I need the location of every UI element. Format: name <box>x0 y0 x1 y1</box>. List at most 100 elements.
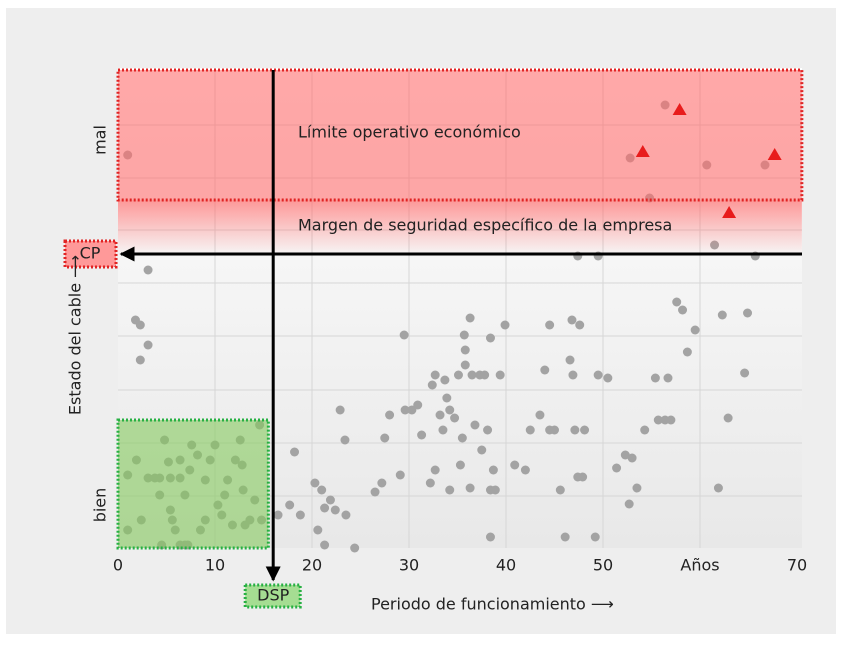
scatter-point <box>567 315 577 325</box>
scatter-point <box>320 540 330 550</box>
scatter-point <box>413 400 423 410</box>
scatter-point <box>690 325 700 335</box>
scatter-point <box>460 345 470 355</box>
scatter-point <box>666 415 676 425</box>
scatter-point <box>653 415 663 425</box>
scatter-point <box>385 410 395 420</box>
scatter-point <box>335 405 345 415</box>
scatter-point <box>495 370 505 380</box>
scatter-point <box>723 413 733 423</box>
scatter-point <box>399 330 409 340</box>
scatter-point <box>135 320 145 330</box>
scatter-point <box>612 463 622 473</box>
scatter-point <box>460 360 470 370</box>
scatter-point <box>341 510 351 520</box>
scatter-point <box>678 305 688 315</box>
scatter-point <box>672 297 682 307</box>
scatter-point <box>590 532 600 542</box>
scatter-point <box>350 543 360 553</box>
cp-label: CP <box>80 244 101 263</box>
scatter-point <box>540 365 550 375</box>
scatter-point <box>273 510 283 520</box>
scatter-point <box>510 460 520 470</box>
scatter-point <box>603 373 613 383</box>
scatter-point <box>330 505 340 515</box>
scatter-point <box>682 347 692 357</box>
scatter-point <box>143 340 153 350</box>
scatter-point <box>445 485 455 495</box>
scatter-point <box>490 485 500 495</box>
scatter-point <box>445 405 455 415</box>
scatter-point <box>135 355 145 365</box>
scatter-point <box>325 495 335 505</box>
scatter-point <box>545 320 555 330</box>
scatter-point <box>580 425 590 435</box>
scatter-point <box>593 370 603 380</box>
scatter-point <box>430 370 440 380</box>
scatter-point <box>740 368 750 378</box>
safety-margin <box>118 200 802 255</box>
scatter-point <box>453 370 463 380</box>
x-tick-label: 20 <box>302 556 322 575</box>
zone <box>116 418 270 550</box>
scatter-point <box>620 450 630 460</box>
y-tick-label: mal <box>91 125 110 155</box>
scatter-point <box>400 405 410 415</box>
scatter-point <box>320 503 330 513</box>
scatter-point <box>632 483 642 493</box>
scatter-point <box>295 510 305 520</box>
x-tick-label: 70 <box>787 556 807 575</box>
scatter-point <box>470 420 480 430</box>
scatter-point <box>340 435 350 445</box>
scatter-point <box>427 380 437 390</box>
scatter-point <box>438 425 448 435</box>
scatter-point <box>627 453 637 463</box>
scatter-point <box>407 405 417 415</box>
zone-label: Límite operativo económico <box>298 123 521 142</box>
y-tick-label: bien <box>91 488 110 523</box>
scatter-point <box>560 532 570 542</box>
scatter-point <box>290 447 300 457</box>
scatter-point <box>578 472 588 482</box>
scatter-point <box>520 465 530 475</box>
scatter-point <box>442 393 452 403</box>
x-tick-label: Años <box>680 556 719 575</box>
scatter-point <box>565 355 575 365</box>
scatter-point <box>480 370 490 380</box>
scatter-point <box>467 370 477 380</box>
scatter-point <box>535 410 545 420</box>
scatter-point <box>425 478 435 488</box>
dsp-label: DSP <box>257 586 289 605</box>
scatter-point <box>485 532 495 542</box>
scatter-point <box>317 485 327 495</box>
scatter-point <box>568 370 578 380</box>
zone <box>116 68 804 202</box>
cp-box <box>63 239 118 269</box>
triangle-point <box>672 103 687 115</box>
scatter-point <box>477 445 487 455</box>
scatter-point <box>570 425 580 435</box>
x-tick-label: 40 <box>496 556 516 575</box>
scatter-point <box>650 373 660 383</box>
y-axis-label: Estado del cable ⟶ <box>66 255 85 415</box>
scatter-point <box>550 425 559 435</box>
scatter-point <box>555 485 565 495</box>
x-tick-label: 50 <box>593 556 613 575</box>
scatter-point <box>485 333 495 343</box>
scatter-point <box>465 313 475 323</box>
scatter-point <box>488 465 498 475</box>
scatter-point <box>459 330 469 340</box>
scatter-point <box>380 433 390 443</box>
scatter-point <box>713 483 723 493</box>
scatter-point <box>743 308 753 318</box>
margin-label: Margen de seguridad específico de la emp… <box>298 216 672 235</box>
x-tick-label: 0 <box>113 556 123 575</box>
dsp-box <box>243 583 302 609</box>
scatter-point <box>310 478 320 488</box>
scatter-point <box>377 478 387 488</box>
scatter-point <box>417 430 427 440</box>
triangle-point <box>635 145 650 157</box>
x-axis-label: Periodo de funcionamiento ⟶ <box>371 595 614 614</box>
x-tick-label: 30 <box>399 556 419 575</box>
